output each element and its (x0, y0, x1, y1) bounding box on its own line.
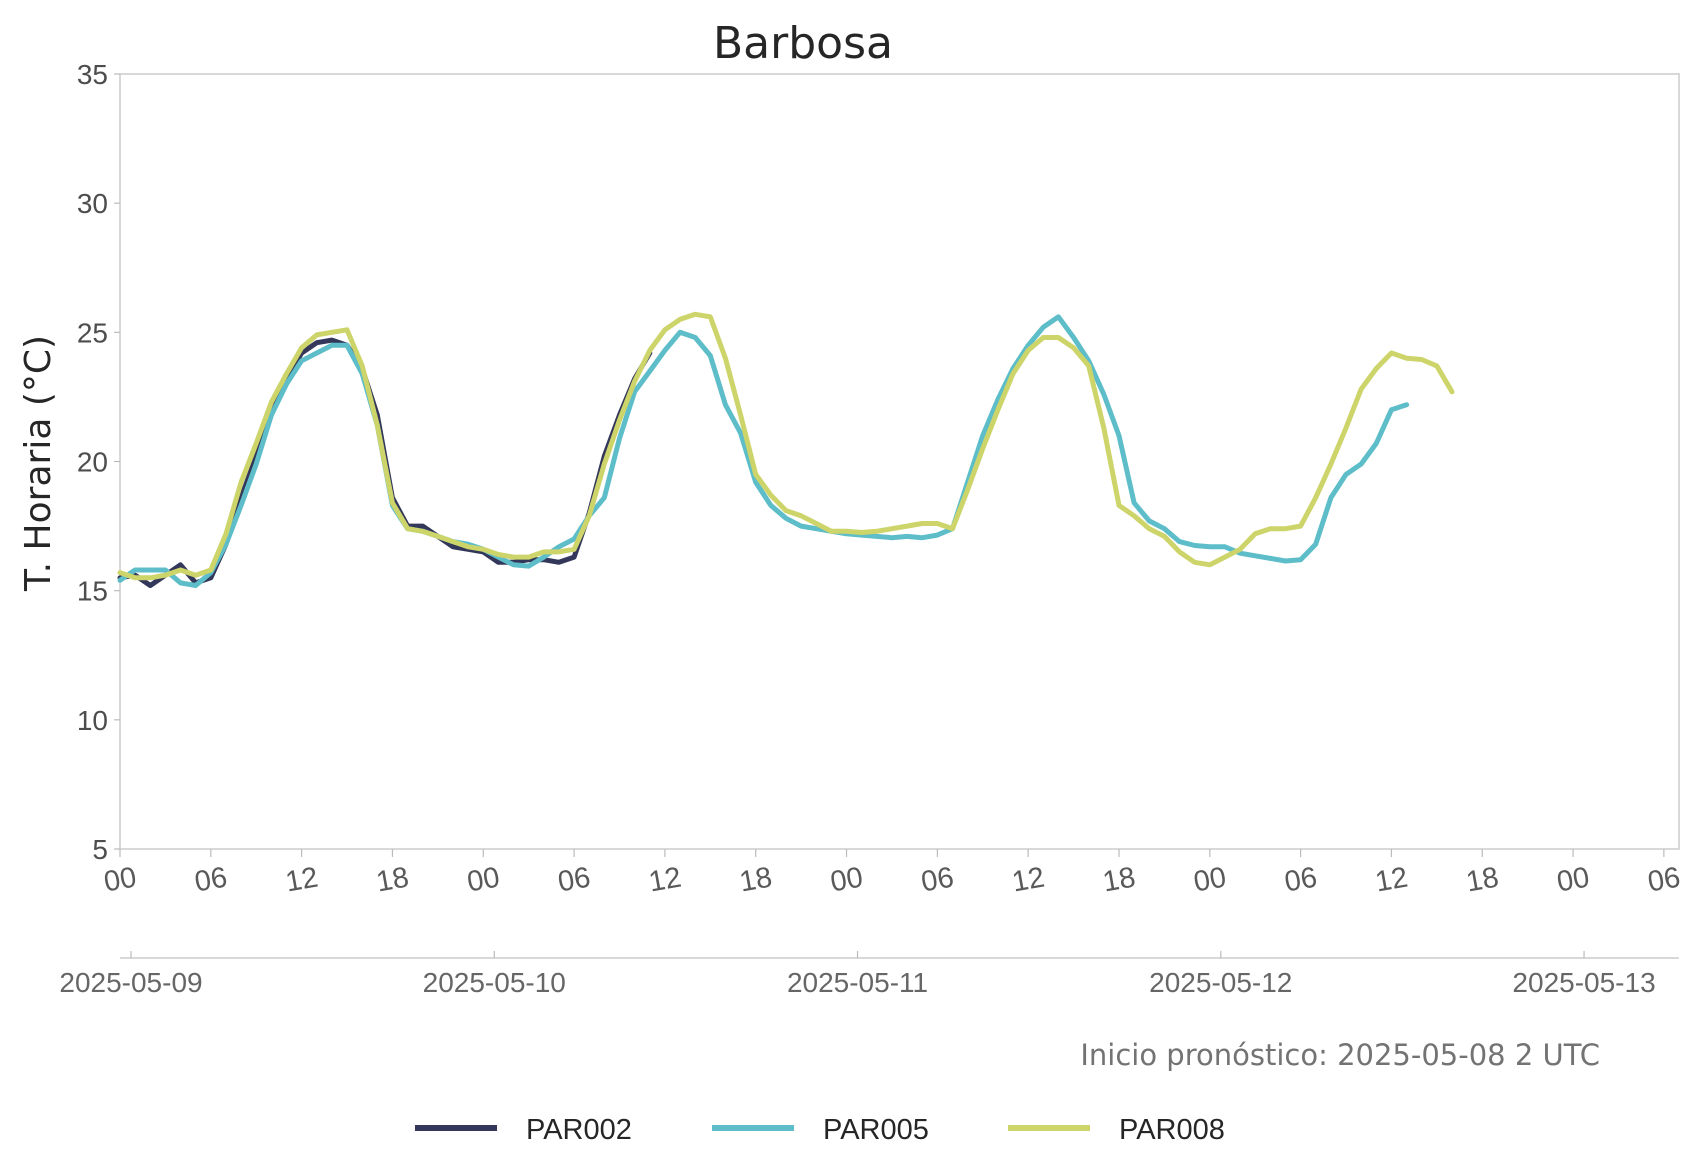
x-hour-tick-label: 18 (1464, 861, 1501, 898)
x-hour-tick-label: 00 (1555, 861, 1592, 898)
y-tick-label: 10 (77, 705, 108, 736)
x-hour-tick-label: 12 (1010, 861, 1047, 898)
y-tick-label: 20 (77, 447, 108, 478)
x-hour-tick-label: 06 (192, 861, 229, 898)
y-axis-label: T. Horaria (°C) (18, 335, 59, 592)
legend: PAR002 PAR005 PAR008 (415, 1114, 1225, 1146)
x-hour-tick-label: 00 (828, 861, 865, 898)
x-date-tick-label: 2025-05-10 (423, 967, 566, 998)
forecast-start-note: Inicio pronóstico: 2025-05-08 2 UTC (1080, 1038, 1600, 1072)
series-line-par008 (117, 311, 1455, 581)
y-tick-label: 35 (77, 59, 108, 90)
y-tick-label: 5 (92, 834, 108, 865)
x-date-tick-label: 2025-05-11 (787, 967, 928, 998)
x-hour-tick-label: 12 (1373, 861, 1410, 898)
x-hour-tick-label: 06 (556, 861, 593, 898)
x-hour-tick-label: 12 (646, 861, 683, 898)
legend-label-par008: PAR008 (1119, 1114, 1225, 1146)
x-hour-tick-label: 12 (283, 861, 320, 898)
y-tick-label: 25 (77, 317, 108, 348)
x-date-tick-label: 2025-05-12 (1149, 967, 1292, 998)
series-lines (117, 311, 1455, 588)
x-date-tick-label: 2025-05-09 (59, 967, 202, 998)
x-hour-tick-label: 00 (465, 861, 502, 898)
x-date-ticks: 2025-05-09 2025-05-10 2025-05-11 2025-05-12… (59, 951, 1656, 998)
legend-label-par002: PAR002 (526, 1114, 632, 1146)
x-hour-ticks: 00 06 12 18 00 06 12 18 00 06 12 18 00 06 12 18 00 06 (102, 849, 1683, 899)
y-tick-label: 15 (77, 576, 108, 607)
x-hour-tick-label: 18 (737, 861, 774, 898)
x-hour-tick-label: 18 (374, 861, 411, 898)
y-ticks: 5 10 15 20 25 30 35 (77, 59, 120, 865)
x-hour-tick-label: 06 (919, 861, 956, 898)
x-hour-tick-label: 06 (1645, 861, 1682, 898)
x-hour-tick-label: 06 (1282, 861, 1319, 898)
x-hour-tick-label: 18 (1100, 861, 1137, 898)
legend-label-par005: PAR005 (823, 1114, 929, 1146)
x-date-tick-label: 2025-05-13 (1512, 967, 1655, 998)
x-hour-tick-label: 00 (102, 861, 139, 898)
chart-title: Barbosa (713, 18, 893, 69)
series-line-par005 (117, 314, 1410, 588)
plot-frame (119, 73, 1680, 850)
x-hour-tick-label: 00 (1191, 861, 1228, 898)
y-tick-label: 30 (77, 188, 108, 219)
